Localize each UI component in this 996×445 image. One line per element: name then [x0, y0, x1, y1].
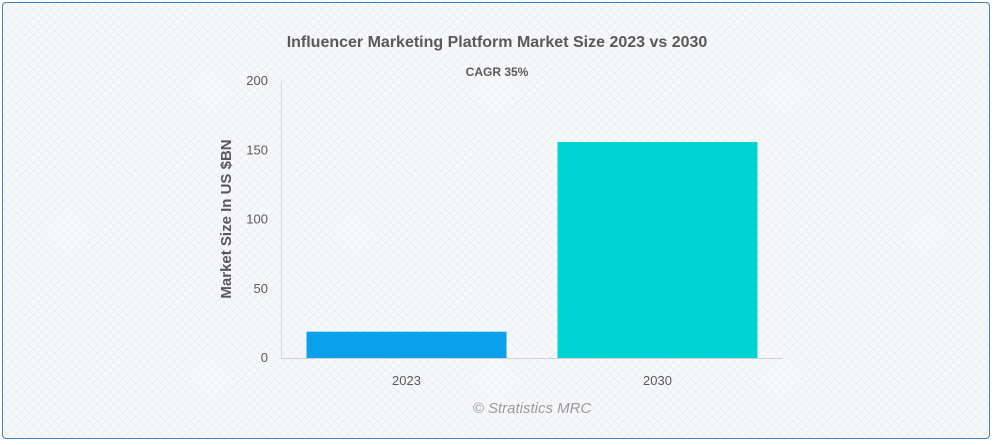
y-tick-label: 0	[261, 350, 268, 365]
x-tick-label: 2023	[392, 373, 421, 388]
y-tick-label: 200	[246, 73, 268, 88]
y-tick-label: 150	[246, 142, 268, 157]
y-axis-ticks: 0 50 100 150 200	[246, 73, 268, 365]
y-tick-label: 50	[254, 281, 268, 296]
chart-frame	[2, 2, 990, 439]
bar-2023	[306, 331, 507, 358]
chart-subtitle: CAGR 35%	[466, 65, 529, 79]
x-tick-label: 2030	[643, 373, 672, 388]
chart-title: Influencer Marketing Platform Market Siz…	[287, 34, 708, 51]
y-axis-label: Market Size In US $BN	[218, 139, 235, 298]
bar-2030	[557, 141, 758, 358]
watermark-text: © Stratistics MRC	[473, 400, 592, 417]
bars-group	[306, 141, 758, 358]
x-axis-ticks: 2023 2030	[392, 373, 672, 388]
y-tick-label: 100	[246, 212, 268, 227]
